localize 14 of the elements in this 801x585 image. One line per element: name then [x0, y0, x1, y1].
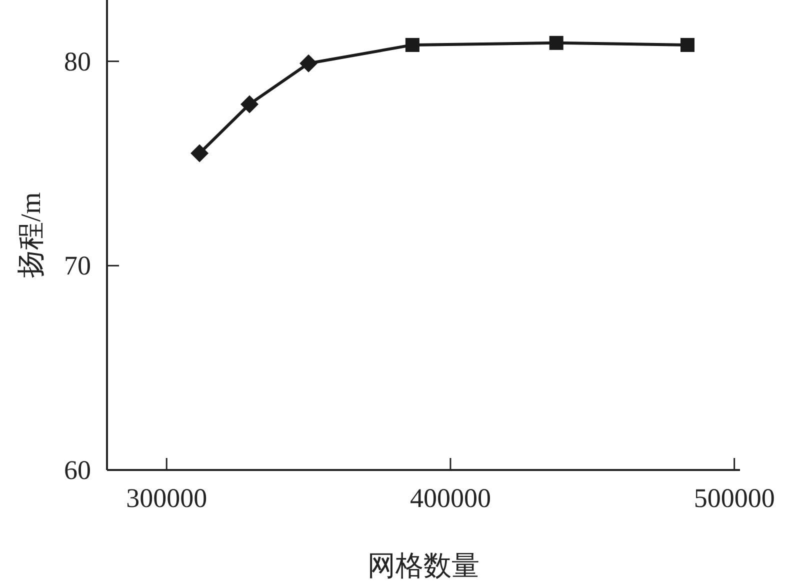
point — [300, 54, 318, 72]
y-tick-label: 70 — [64, 250, 91, 281]
y-axis-title: 扬程/m — [16, 192, 47, 278]
point — [680, 38, 694, 52]
x-axis-title: 网格数量 — [368, 551, 480, 582]
point — [190, 144, 209, 162]
point — [405, 38, 420, 52]
y-tick-label: 60 — [64, 455, 91, 485]
x-tick-label: 500000 — [694, 483, 775, 513]
x-tick-label: 300000 — [126, 483, 208, 513]
x-tick-label: 400000 — [410, 483, 491, 513]
point — [549, 36, 564, 50]
y-tick-label: 80 — [64, 46, 91, 76]
point — [240, 95, 258, 114]
